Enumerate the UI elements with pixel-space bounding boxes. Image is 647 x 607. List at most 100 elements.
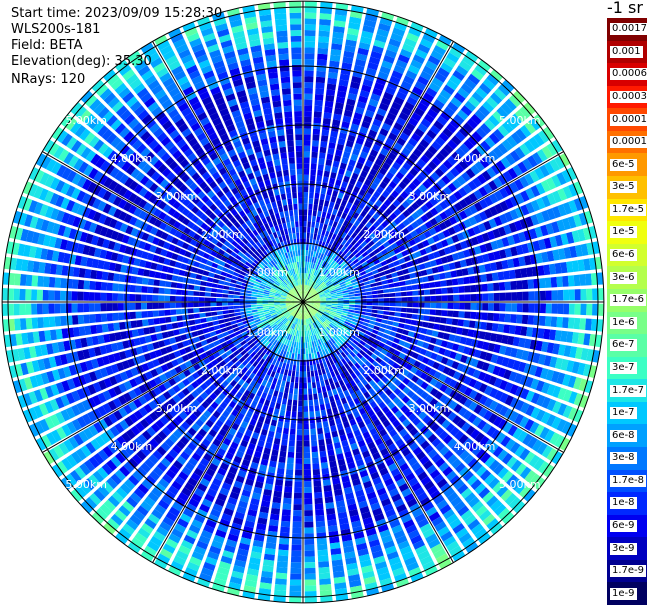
range-gate-cell [447, 139, 458, 150]
range-gate-cell [385, 86, 396, 96]
range-gate-cell [539, 315, 546, 326]
range-gate-cell [304, 291, 308, 297]
range-gate-cell [412, 290, 419, 296]
range-gate-cell [429, 309, 436, 316]
range-gate-cell [337, 138, 346, 146]
range-gate-cell [282, 433, 289, 441]
range-gate-cell [363, 264, 370, 271]
range-gate-cell [376, 252, 383, 259]
range-gate-cell [442, 159, 453, 170]
range-gate-cell [314, 303, 321, 305]
range-gate-cell [291, 411, 297, 418]
range-gate-cell [314, 297, 320, 300]
range-gate-cell [384, 233, 392, 241]
range-gate-cell [290, 562, 302, 569]
range-gate-cell [444, 208, 453, 218]
range-gate-cell [435, 241, 444, 250]
range-gate-cell [431, 330, 439, 338]
range-gate-cell [497, 323, 505, 333]
range-gate-cell [394, 185, 403, 194]
range-gate-cell [315, 264, 320, 271]
range-gate-cell [292, 405, 297, 412]
range-gate-cell [321, 368, 326, 375]
range-gate-cell [568, 199, 578, 213]
range-gate-cell [136, 319, 143, 328]
range-gate-cell [331, 233, 337, 240]
range-gate-cell [361, 233, 369, 241]
range-gate-cell [291, 550, 302, 557]
range-gate-cell [325, 94, 335, 102]
range-gate-cell [317, 252, 322, 259]
range-gate-cell [498, 313, 506, 322]
range-gate-cell [429, 259, 437, 267]
range-gate-cell [319, 450, 327, 458]
range-gate-cell [335, 2, 349, 11]
range-gate-cell [283, 492, 292, 499]
range-gate-cell [396, 270, 404, 276]
range-gate-cell [326, 89, 336, 97]
range-gate-cell [304, 284, 307, 291]
range-gate-cell [312, 282, 317, 288]
range-gate-cell [373, 325, 380, 331]
range-gate-cell [317, 210, 322, 217]
range-gate-cell [250, 299, 257, 302]
range-gate-cell [435, 309, 442, 316]
range-gate-cell [357, 222, 365, 230]
range-gate-cell [427, 145, 438, 155]
range-gate-cell [340, 224, 346, 232]
range-gate-cell [539, 290, 547, 301]
range-gate-cell [88, 303, 95, 312]
range-gate-cell [573, 197, 584, 211]
range-gate-cell [490, 69, 503, 82]
range-gate-cell [341, 156, 349, 165]
range-gate-cell [424, 220, 433, 229]
range-gate-cell [457, 109, 469, 121]
range-gate-cell [306, 267, 309, 274]
range-gate-cell [112, 293, 119, 301]
range-gate-cell [568, 289, 575, 301]
range-gate-cell [324, 255, 329, 262]
range-gate-cell [228, 286, 235, 291]
range-gate-cell [508, 325, 516, 335]
range-gate-cell [218, 319, 225, 324]
range-gate-cell [476, 234, 485, 244]
range-gate-cell [393, 122, 404, 132]
range-gate-cell [366, 104, 377, 113]
range-gate-cell [571, 332, 580, 344]
range-gate-cell [36, 289, 43, 301]
range-gate-cell [202, 270, 210, 276]
range-gate-cell [353, 167, 362, 175]
range-gate-cell [391, 101, 402, 111]
range-gate-cell [396, 116, 407, 126]
range-gate-cell [95, 270, 103, 280]
range-gate-cell [330, 171, 337, 179]
range-gate-cell [412, 308, 419, 314]
range-gate-cell [380, 147, 389, 157]
range-gate-cell [345, 214, 352, 222]
range-gate-cell [355, 207, 363, 215]
range-gate-cell [400, 263, 408, 270]
range-gate-cell [516, 280, 523, 290]
range-gate-cell [473, 349, 482, 359]
range-gate-cell [323, 289, 330, 293]
range-gate-cell [412, 54, 426, 65]
range-gate-cell [486, 322, 493, 331]
range-gate-cell [233, 305, 240, 309]
range-gate-cell [484, 208, 493, 219]
range-gate-cell [458, 60, 472, 72]
range-gate-cell [460, 240, 468, 250]
range-gate-cell [304, 53, 315, 60]
range-gate-cell [551, 221, 560, 234]
range-gate-cell [493, 313, 500, 322]
range-gate-cell [405, 196, 415, 205]
range-gate-cell [303, 215, 308, 222]
range-gate-cell [426, 129, 437, 140]
range-gate-cell [341, 62, 353, 70]
range-gate-cell [434, 281, 442, 288]
range-gate-cell [395, 307, 402, 312]
range-gate-cell [294, 486, 302, 493]
range-gate-cell [507, 258, 515, 269]
range-gate-cell [307, 294, 313, 299]
range-gate-cell [333, 281, 339, 287]
range-gate-cell [379, 167, 388, 176]
